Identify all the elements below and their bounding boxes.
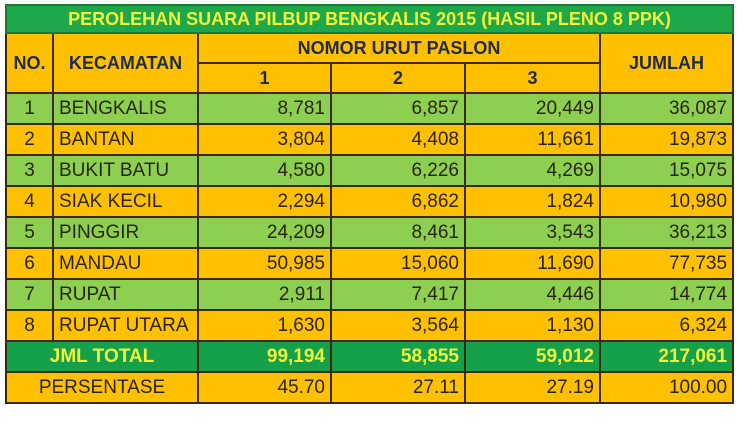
header-paslon-2: 2 [330,62,466,94]
total-jumlah: 217,061 [598,340,735,373]
percentage-row: PERSENTASE 45.70 27.11 27.19 100.00 [5,371,735,404]
cell-p3: 20,449 [464,92,601,125]
total-p2: 58,855 [330,340,466,373]
header-paslon-3: 3 [464,62,601,94]
cell-p2: 8,461 [330,216,466,249]
table-title: PEROLEHAN SUARA PILBUP BENGKALIS 2015 (H… [4,4,735,34]
cell-p2: 3,564 [330,309,466,342]
cell-p3: 1,824 [464,185,601,218]
cell-no: 4 [5,185,54,218]
percentage-jumlah: 100.00 [598,371,735,404]
cell-no: 6 [5,247,54,280]
cell-p3: 4,269 [464,154,601,187]
cell-p2: 6,862 [330,185,466,218]
header-jumlah: JUMLAH [598,32,735,94]
percentage-label: PERSENTASE [5,371,199,404]
cell-jumlah: 15,075 [598,154,735,187]
cell-p1: 8,781 [197,92,332,125]
table-row: 1 BENGKALIS 8,781 6,857 20,449 36,087 [5,92,735,125]
table-row: 3 BUKIT BATU 4,580 6,226 4,269 15,075 [5,154,735,187]
cell-p3: 11,661 [464,123,601,156]
cell-p1: 24,209 [197,216,332,249]
total-p3: 59,012 [464,340,601,373]
table-row: 2 BANTAN 3,804 4,408 11,661 19,873 [5,123,735,156]
percentage-p1: 45.70 [197,371,332,404]
total-row: JML TOTAL 99,194 58,855 59,012 217,061 [5,340,735,373]
cell-p3: 4,446 [464,278,601,311]
header-no: NO. [5,32,54,94]
table-row: 5 PINGGIR 24,209 8,461 3,543 36,213 [5,216,735,249]
vote-table: PEROLEHAN SUARA PILBUP BENGKALIS 2015 (H… [4,4,735,404]
cell-no: 2 [5,123,54,156]
cell-jumlah: 6,324 [598,309,735,342]
cell-p1: 2,294 [197,185,332,218]
cell-jumlah: 36,213 [598,216,735,249]
cell-p3: 1,130 [464,309,601,342]
percentage-p2: 27.11 [330,371,466,404]
cell-no: 5 [5,216,54,249]
header-paslon-1: 1 [197,62,332,94]
cell-jumlah: 77,735 [598,247,735,280]
header-paslon: NOMOR URUT PASLON [197,32,601,64]
cell-p1: 4,580 [197,154,332,187]
cell-jumlah: 14,774 [598,278,735,311]
table-row: 8 RUPAT UTARA 1,630 3,564 1,130 6,324 [5,309,735,342]
percentage-p3: 27.19 [464,371,601,404]
cell-kecamatan: RUPAT UTARA [52,309,199,342]
cell-kecamatan: BANTAN [52,123,199,156]
cell-p2: 4,408 [330,123,466,156]
vote-table-container: PEROLEHAN SUARA PILBUP BENGKALIS 2015 (H… [4,4,735,404]
total-label: JML TOTAL [5,340,199,373]
table-row: 6 MANDAU 50,985 15,060 11,690 77,735 [5,247,735,280]
table-row: 4 SIAK KECIL 2,294 6,862 1,824 10,980 [5,185,735,218]
cell-p2: 7,417 [330,278,466,311]
cell-kecamatan: RUPAT [52,278,199,311]
table-row: 7 RUPAT 2,911 7,417 4,446 14,774 [5,278,735,311]
cell-p2: 15,060 [330,247,466,280]
cell-p1: 50,985 [197,247,332,280]
header-kecamatan: KECAMATAN [52,32,199,94]
cell-no: 1 [5,92,54,125]
cell-jumlah: 36,087 [598,92,735,125]
cell-no: 3 [5,154,54,187]
cell-p1: 1,630 [197,309,332,342]
cell-no: 7 [5,278,54,311]
cell-p3: 11,690 [464,247,601,280]
cell-kecamatan: PINGGIR [52,216,199,249]
cell-no: 8 [5,309,54,342]
cell-p2: 6,857 [330,92,466,125]
cell-p1: 2,911 [197,278,332,311]
cell-p3: 3,543 [464,216,601,249]
cell-p2: 6,226 [330,154,466,187]
cell-p1: 3,804 [197,123,332,156]
cell-kecamatan: BENGKALIS [52,92,199,125]
total-p1: 99,194 [197,340,332,373]
cell-jumlah: 10,980 [598,185,735,218]
cell-jumlah: 19,873 [598,123,735,156]
cell-kecamatan: MANDAU [52,247,199,280]
cell-kecamatan: SIAK KECIL [52,185,199,218]
cell-kecamatan: BUKIT BATU [52,154,199,187]
